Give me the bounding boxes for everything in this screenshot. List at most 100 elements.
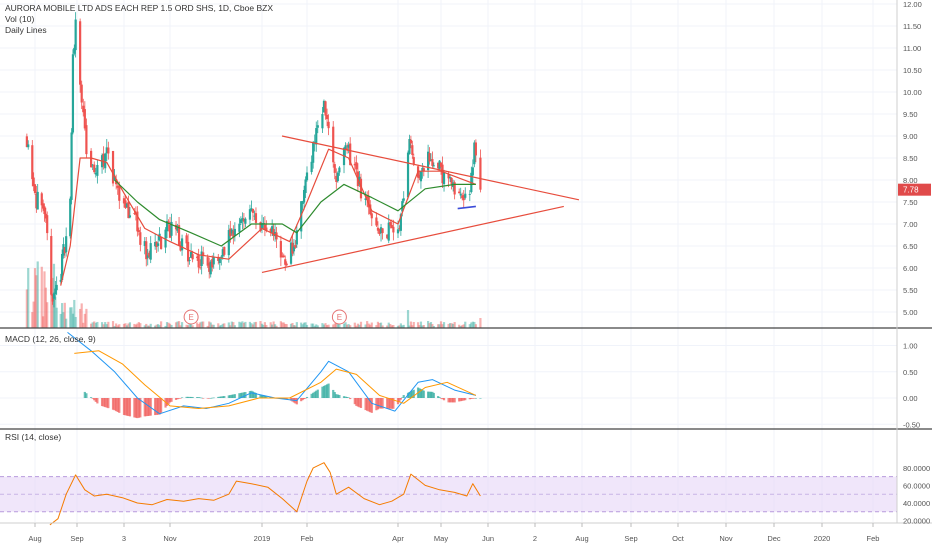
volume-bar	[305, 324, 309, 328]
candle	[233, 222, 236, 242]
macd-bar	[174, 398, 178, 400]
volume-bar	[273, 324, 277, 328]
candle	[279, 235, 282, 267]
volume-bar	[429, 322, 433, 328]
macd-bar	[461, 398, 464, 401]
candle	[59, 273, 62, 285]
candle	[376, 221, 380, 234]
candle	[105, 138, 108, 162]
volume-bar	[304, 322, 307, 328]
volume-bar	[233, 325, 236, 328]
volume-bar	[359, 321, 363, 328]
volume-bar	[464, 321, 467, 328]
volume-bar	[232, 322, 235, 328]
macd-bar	[471, 398, 474, 399]
macd-bar	[265, 396, 268, 398]
candle	[73, 44, 76, 56]
signal-line	[74, 350, 477, 409]
candle	[212, 252, 215, 269]
volume-bar	[54, 296, 57, 328]
volume-bar	[248, 321, 252, 328]
macd-tick-label: 0.00	[903, 394, 918, 403]
volume-bar	[33, 268, 37, 328]
macd-bar	[232, 394, 235, 398]
candle	[335, 168, 338, 189]
candle	[164, 227, 167, 254]
time-tick-label: Sep	[70, 534, 83, 543]
candle	[185, 233, 188, 249]
volume-bar	[139, 323, 142, 328]
macd-bar	[233, 394, 236, 398]
volume-bar	[80, 303, 83, 328]
macd-bar	[421, 389, 424, 398]
volume-bar	[327, 324, 330, 328]
volume-bar	[27, 268, 30, 328]
volume-bar	[315, 324, 318, 328]
volume-bar	[284, 323, 287, 328]
macd-bar	[239, 392, 242, 398]
ma-slow-line	[114, 179, 476, 247]
volume-bar	[358, 324, 361, 328]
candle	[232, 225, 235, 245]
volume-bar	[474, 324, 477, 328]
volume-bar	[271, 324, 274, 328]
volume-bar	[442, 322, 446, 328]
price-tick-label: 7.00	[903, 220, 918, 229]
candle	[398, 225, 401, 232]
candle	[31, 140, 34, 187]
macd-bar	[197, 397, 200, 398]
volume-bar	[406, 310, 410, 328]
volume-bar	[282, 322, 285, 328]
pane-dividers	[0, 0, 932, 524]
volume-bar	[199, 322, 202, 328]
candle	[188, 257, 191, 265]
macd-tick-label: 1.00	[903, 342, 918, 351]
candle	[104, 152, 107, 173]
macd-bar	[369, 398, 372, 413]
earnings-marker-label: E	[337, 313, 342, 322]
volume-bar	[100, 322, 104, 328]
candle	[292, 239, 296, 256]
macd-bar	[295, 398, 298, 405]
rsi-band	[0, 476, 897, 513]
volume-bar	[386, 325, 389, 328]
last-price-tag: 7.78	[898, 183, 931, 196]
volume-bar	[321, 323, 324, 328]
candle	[300, 201, 303, 239]
volume-bar	[452, 323, 455, 328]
candle	[473, 140, 476, 168]
volume-bar	[378, 322, 381, 328]
volume-bar	[32, 301, 35, 328]
macd-bar	[322, 385, 326, 398]
macd-bar	[399, 398, 402, 400]
candle	[461, 192, 464, 201]
volume-bar	[332, 324, 335, 328]
candle	[322, 99, 326, 113]
candle	[418, 170, 421, 181]
candle	[304, 176, 307, 198]
candle	[145, 236, 148, 267]
macd-bar	[200, 397, 203, 399]
macd-bar	[367, 398, 370, 412]
volume-bar	[146, 325, 149, 328]
volume-bar	[122, 323, 126, 328]
price-axis: 12.00 11.50 11.00 10.50 10.00 9.50 9.00 8.50 8.0…	[898, 0, 931, 525]
macd-bar	[199, 397, 202, 399]
macd-bar	[402, 395, 405, 398]
volume-bar	[412, 321, 415, 328]
volume-bar	[401, 325, 404, 328]
volume-bar	[473, 321, 476, 328]
macd-bar	[432, 392, 435, 398]
macd-bar	[310, 393, 313, 398]
candle	[165, 214, 169, 239]
macd-bar	[453, 398, 456, 403]
candle	[379, 223, 383, 242]
volume-bar	[179, 325, 182, 328]
candle	[124, 194, 127, 210]
macd-bar	[179, 398, 182, 399]
macd-bar	[165, 398, 169, 406]
volume-bar	[325, 325, 329, 328]
candle	[209, 259, 212, 278]
volume-bar	[230, 321, 233, 328]
